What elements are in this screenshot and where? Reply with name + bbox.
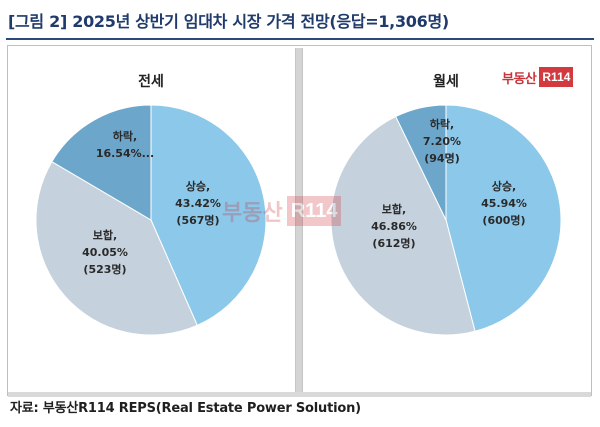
watermark-text: 부동산: [222, 201, 283, 226]
jeonse-slice-flat: [35, 161, 198, 336]
jeonse-label-flat: 보합, 40.05% (523명): [82, 228, 128, 276]
wolse-slice-flat: [330, 115, 476, 336]
watermark-logo: 부동산 R114: [222, 196, 342, 226]
source-note: 자료: 부동산R114 REPS(Real Estate Power Solut…: [10, 401, 361, 416]
figure-title: [그림 2] 2025년 상반기 임대차 시장 가격 전망(응답=1,306명): [8, 12, 449, 31]
wolse-label-flat: 보합, 46.86% (612명): [371, 202, 417, 250]
jeonse-slice-up: [150, 104, 267, 326]
brand-logo: 부동산 R114: [502, 66, 574, 88]
jeonse-label-down: 하락, 16.54%...: [96, 129, 154, 160]
wolse-slice-up: [445, 104, 562, 332]
brand-logo-box: R114: [539, 67, 574, 87]
brand-logo-text: 부동산: [502, 71, 537, 87]
wolse-label-down: 하락, 7.20% (94명): [423, 117, 461, 165]
wolse-pie-title: 월세: [433, 73, 459, 90]
frame-shadow: [8, 392, 591, 397]
wolse-slice-down: [395, 104, 447, 221]
jeonse-label-up: 상승, 43.42% (567명): [175, 179, 221, 227]
title-rule: [6, 38, 594, 40]
jeonse-slice-down: [51, 104, 152, 221]
jeonse-pie-title: 전세: [138, 73, 164, 90]
wolse-label-up: 상승, 45.94% (600명): [481, 179, 527, 227]
panel-divider: [295, 48, 303, 392]
watermark-box: R114: [286, 196, 342, 226]
